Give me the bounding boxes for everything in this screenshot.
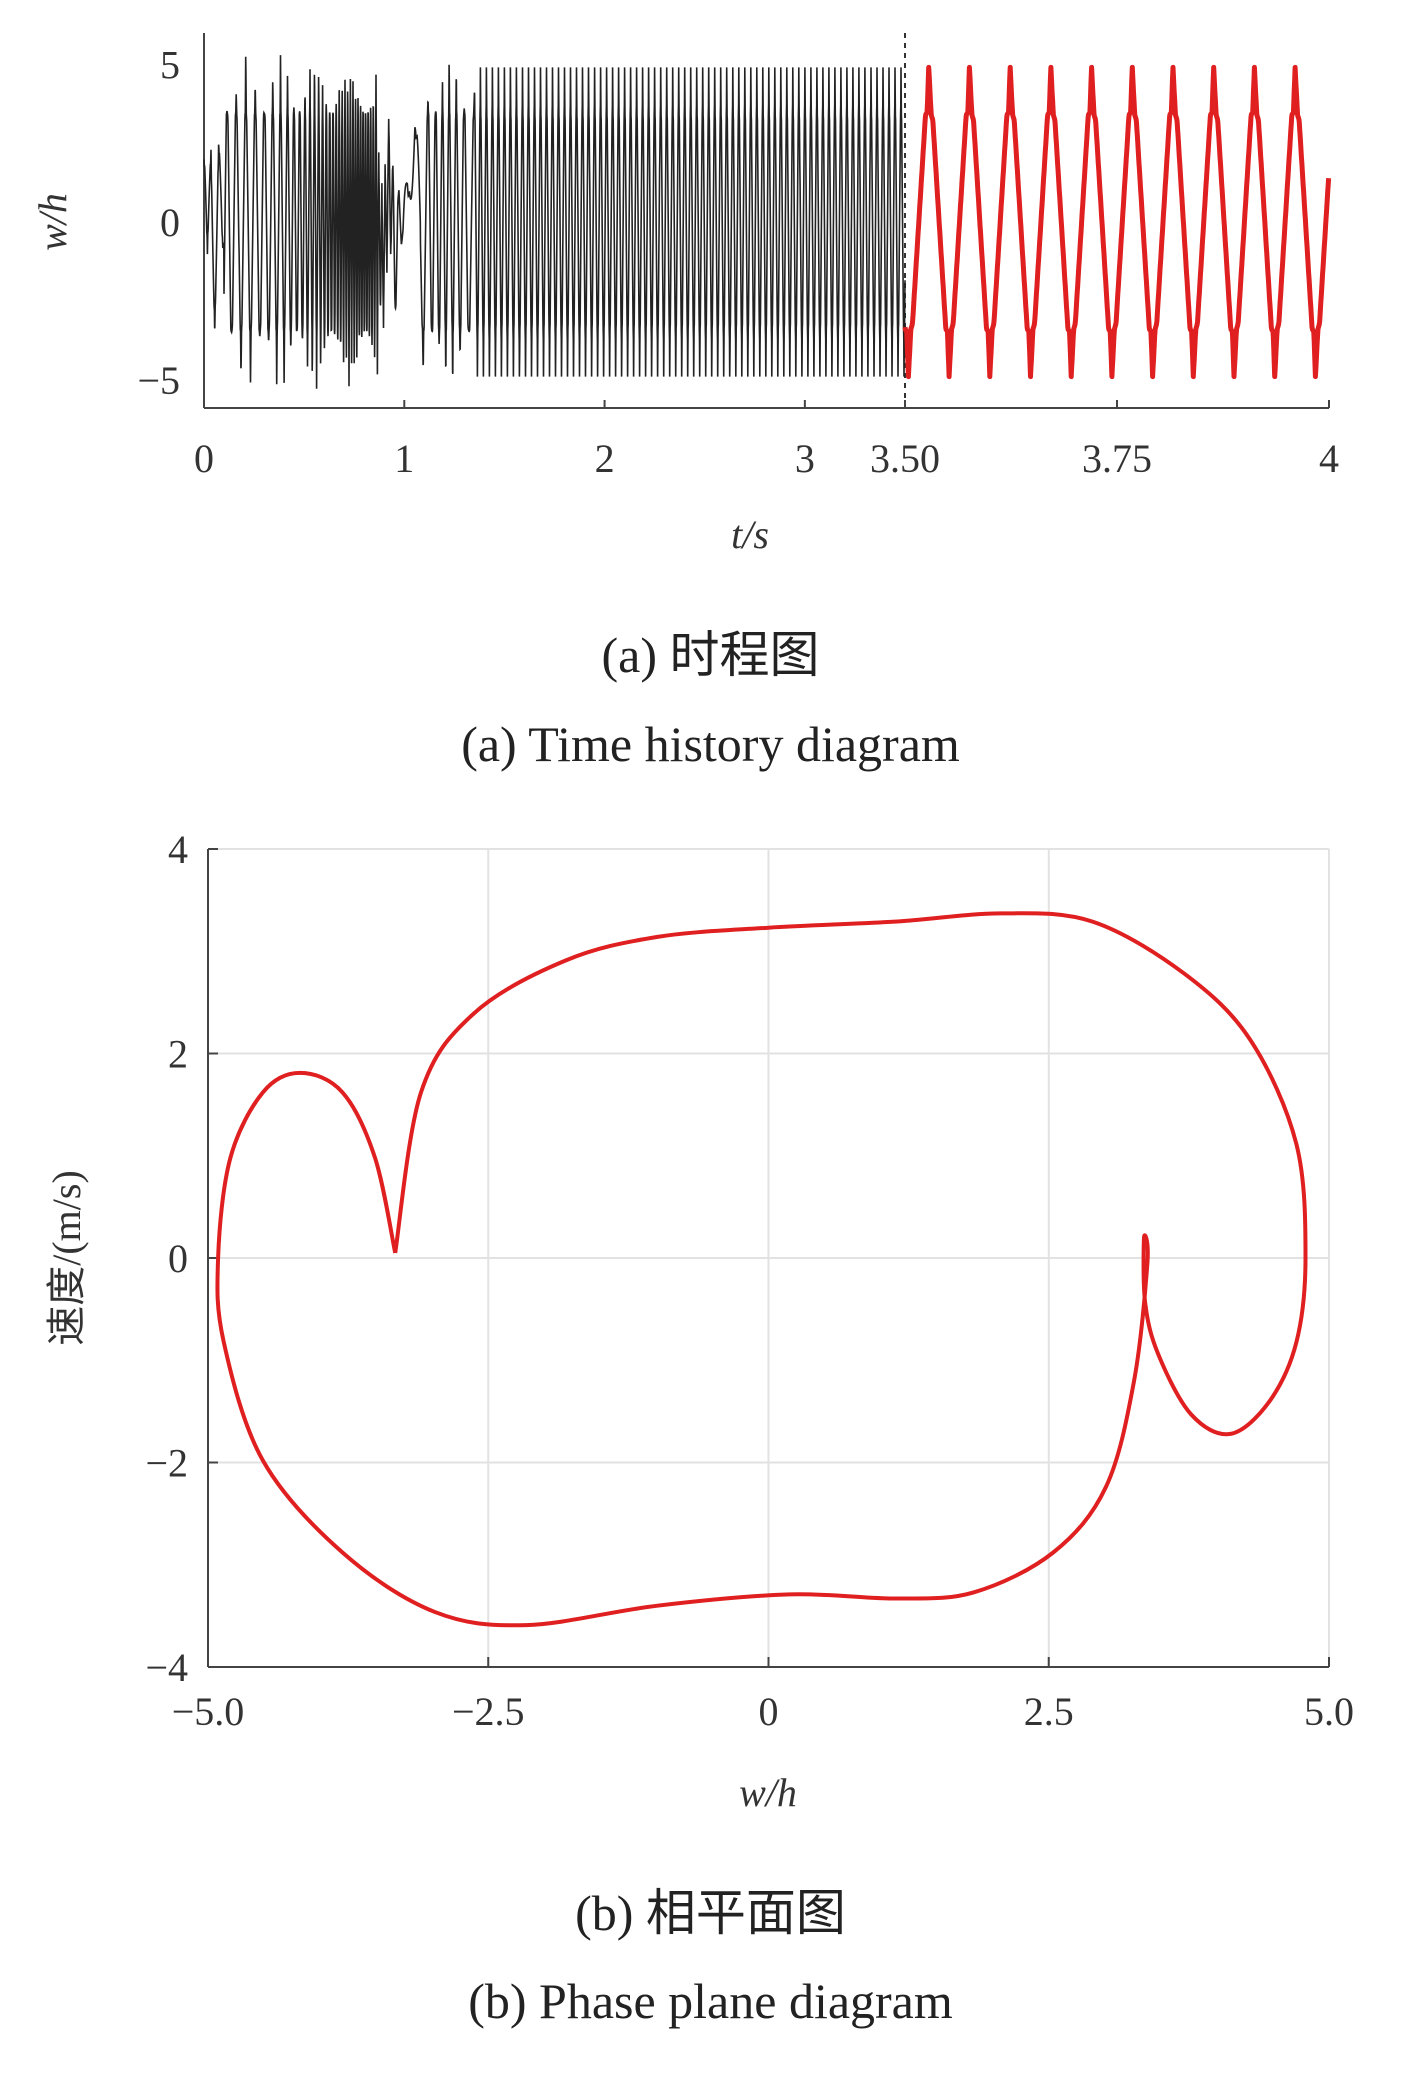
phase-trajectory-line (215, 911, 1308, 1628)
caption-b-en: (b) Phase plane diagram (468, 1973, 953, 2029)
x-tick-label: 0 (194, 436, 214, 481)
time-history-chart: w/h t/s 0 1 2 3 3.50 3.75 4 5 0 −5 (30, 33, 1339, 557)
x-tick-label: 0 (759, 1689, 779, 1734)
x-tick-label: 3.50 (870, 436, 940, 481)
caption-a-en: (a) Time history diagram (461, 716, 960, 772)
transient-series-line (203, 55, 906, 389)
y-tick-label: −5 (137, 358, 180, 403)
y-tick-label: 0 (168, 1236, 188, 1281)
x-tick-label: 5.0 (1304, 1689, 1354, 1734)
x-tick-label: 2.5 (1024, 1689, 1074, 1734)
y-axis-label: 速度/(m/s) (44, 1170, 89, 1346)
x-tick-label: 1 (394, 436, 414, 481)
caption-a-cn: (a) 时程图 (601, 627, 820, 683)
y-tick-label: 2 (168, 1032, 188, 1077)
x-tick-label: 3 (795, 436, 815, 481)
x-tick-label: −2.5 (452, 1689, 525, 1734)
x-tick-label: 3.75 (1082, 436, 1152, 481)
x-axis-label: w/h (739, 1770, 797, 1815)
y-axis-label: w/h (30, 193, 75, 251)
x-tick-label: 2 (595, 436, 615, 481)
x-tick-label: −5.0 (172, 1689, 245, 1734)
y-tick-label: −2 (145, 1441, 188, 1486)
y-tick-label: 4 (168, 827, 188, 872)
y-tick-label: −4 (145, 1645, 188, 1690)
y-tick-label: 5 (160, 42, 180, 87)
x-axis-label: t/s (731, 512, 769, 557)
y-tick-label: 0 (160, 200, 180, 245)
caption-b-cn: (b) 相平面图 (575, 1885, 846, 1941)
steady-series-line (902, 64, 1332, 380)
phase-plane-chart: 速度/(m/s) w/h −5.0 −2.5 0 2.5 5.0 4 2 0 −2 −4 (44, 827, 1354, 1815)
x-tick-label: 4 (1319, 436, 1339, 481)
